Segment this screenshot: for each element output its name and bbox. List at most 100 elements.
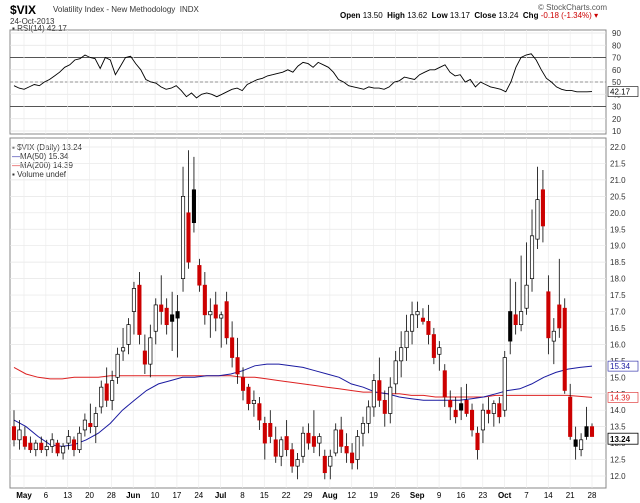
candle <box>153 298 158 345</box>
candle <box>55 439 60 457</box>
rsi-layer <box>13 53 593 99</box>
candle <box>28 436 33 453</box>
candle <box>180 166 186 292</box>
candle-body <box>306 432 311 444</box>
stockcharts-brand: © StockCharts.com <box>538 3 608 12</box>
candle-body <box>388 386 393 414</box>
x-tick-label: 24 <box>194 491 203 500</box>
candle <box>382 390 387 427</box>
candle <box>371 374 376 417</box>
candle-body <box>110 380 115 401</box>
candle <box>82 413 87 437</box>
candle <box>175 295 180 358</box>
chart-date: 24-Oct-2013 <box>10 17 55 26</box>
price-tick-label: 16.0 <box>610 340 626 349</box>
security-name: Volatility Index - New Methodology <box>53 5 176 14</box>
x-tick-label: Jun <box>126 491 140 500</box>
x-tick-label: 29 <box>304 491 313 500</box>
ma200-layer <box>13 366 593 398</box>
candle-body <box>251 399 256 404</box>
x-tick-label: 13 <box>63 491 72 500</box>
candle-body <box>77 432 82 451</box>
candle-body <box>257 403 262 421</box>
candle <box>246 383 251 411</box>
price-legend-main: ▪ $VIX (Daily) 13.24 <box>12 143 82 152</box>
rsi-last-tag-text: 42.17 <box>610 88 631 97</box>
candle <box>99 380 104 414</box>
candle-body <box>415 311 420 316</box>
candle <box>311 410 316 453</box>
candle-body <box>235 357 240 375</box>
candle-body <box>480 409 485 431</box>
candle <box>126 318 131 355</box>
candle <box>306 423 311 450</box>
close-last-tag-box <box>607 432 639 445</box>
volume-legend-text: Volume undef <box>17 170 67 179</box>
price-tick-label: 16.5 <box>610 324 626 333</box>
candle <box>202 272 207 325</box>
candle-body <box>240 376 246 391</box>
candle <box>33 439 38 457</box>
candle-body <box>562 307 567 391</box>
rsi-tick-labels: 908070605040302010 <box>612 29 621 136</box>
candle <box>208 298 213 338</box>
price-tick-label: 17.5 <box>610 291 626 300</box>
candle-body <box>551 330 556 342</box>
candle-body <box>93 413 98 427</box>
candle <box>502 350 507 417</box>
candle <box>426 304 431 345</box>
x-tick-label: 15 <box>260 491 269 500</box>
price-tick-label: 12.5 <box>610 456 626 465</box>
candle <box>508 278 513 355</box>
candle <box>240 367 246 401</box>
x-tick-label: 9 <box>437 491 442 500</box>
candle <box>393 350 398 394</box>
rsi-tick-label: 90 <box>612 29 621 38</box>
x-tick-label: 16 <box>456 491 465 500</box>
x-tick-label: Aug <box>322 491 338 500</box>
close-last-tag: 13.24 <box>607 432 639 445</box>
candle <box>39 436 44 453</box>
candle-body <box>153 304 158 332</box>
candle-body <box>464 399 469 414</box>
candle-body <box>273 439 278 457</box>
candle-body <box>355 436 360 460</box>
rsi-legend-text: RSI(14) 42.17 <box>17 24 67 33</box>
candle <box>115 347 120 384</box>
candle <box>170 291 175 351</box>
candle <box>475 426 480 460</box>
candle-body <box>524 284 529 309</box>
candle-body <box>279 439 284 457</box>
candle-body <box>104 383 109 401</box>
candle-body <box>55 442 60 454</box>
x-tick-label: 23 <box>478 491 487 500</box>
candle-body <box>99 386 104 408</box>
candle <box>589 423 595 437</box>
candle-body <box>513 314 518 326</box>
x-tick-label: 6 <box>44 491 49 500</box>
candle-body <box>33 442 38 451</box>
candle-body <box>540 189 545 227</box>
candle-body <box>164 307 169 326</box>
candle-body <box>589 426 595 437</box>
candle-body <box>497 403 502 418</box>
candle-body <box>371 380 376 408</box>
candle <box>355 429 360 470</box>
price-tick-label: 19.5 <box>610 225 626 234</box>
ma200-legend-swatch: — <box>12 161 20 170</box>
low-label: Low <box>431 11 448 20</box>
candle <box>88 403 93 434</box>
candle-body <box>573 439 578 447</box>
candle-body <box>475 432 480 451</box>
candle <box>410 301 415 345</box>
candle <box>273 426 278 463</box>
price-tick-label: 12.0 <box>610 472 626 481</box>
candle-body <box>142 350 147 365</box>
candle <box>251 390 256 417</box>
candle <box>159 275 164 325</box>
open-value: 13.50 <box>362 11 383 20</box>
candle <box>268 410 273 444</box>
candle <box>453 397 458 424</box>
candle-body <box>529 235 535 279</box>
candle <box>191 156 196 233</box>
